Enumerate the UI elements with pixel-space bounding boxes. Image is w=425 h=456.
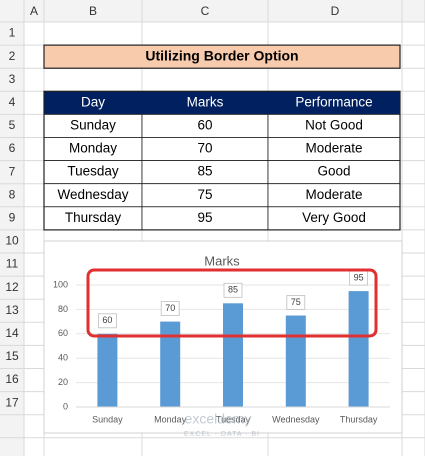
data-label: 60 bbox=[102, 315, 112, 325]
bar bbox=[285, 315, 306, 407]
x-tick-label: Thursday bbox=[340, 414, 378, 424]
y-tick-label: 20 bbox=[58, 377, 68, 387]
table-cell-text: 95 bbox=[197, 210, 212, 225]
row-number: 2 bbox=[9, 49, 16, 63]
column-header: D bbox=[331, 4, 340, 18]
table-cell-text: Tuesday bbox=[67, 164, 119, 179]
data-label: 70 bbox=[165, 303, 175, 313]
table-cell-text: Very Good bbox=[302, 210, 366, 225]
data-label-box bbox=[160, 301, 180, 317]
data-label: 85 bbox=[228, 285, 238, 295]
watermark-tagline: EXCEL · DATA · BI bbox=[184, 431, 260, 438]
table-cell-text: 70 bbox=[197, 141, 212, 156]
row-number: 12 bbox=[5, 280, 19, 294]
x-tick-label: Sunday bbox=[92, 414, 123, 424]
column-header-bar bbox=[0, 0, 425, 22]
bar bbox=[97, 333, 118, 407]
bar bbox=[223, 303, 243, 407]
x-tick-label: Monday bbox=[154, 414, 187, 424]
table-header-bg bbox=[44, 91, 400, 115]
bar bbox=[348, 291, 369, 407]
table-cell-text: 85 bbox=[197, 164, 212, 179]
row-number: 15 bbox=[5, 349, 19, 363]
row-number: 8 bbox=[9, 187, 16, 201]
row-number: 1 bbox=[9, 26, 16, 40]
column-header: C bbox=[201, 4, 210, 18]
data-label-box bbox=[286, 295, 306, 310]
table-cell-text: 75 bbox=[197, 187, 212, 202]
table-cell-text: Thursday bbox=[65, 210, 122, 225]
row-number: 5 bbox=[9, 118, 16, 132]
table-cell-text: Sunday bbox=[70, 118, 116, 133]
column-header: B bbox=[89, 4, 97, 18]
sheet-title: Utilizing Border Option bbox=[145, 47, 298, 63]
table-header-cell: Day bbox=[81, 94, 105, 109]
table-header-cell: Performance bbox=[295, 94, 372, 109]
row-number: 14 bbox=[5, 326, 19, 340]
y-tick-label: 60 bbox=[58, 328, 68, 338]
data-label: 95 bbox=[354, 272, 364, 282]
row-number: 16 bbox=[5, 372, 19, 386]
row-header-bar bbox=[0, 0, 24, 456]
row-number: 10 bbox=[5, 234, 19, 248]
y-tick-label: 0 bbox=[63, 401, 68, 411]
data-label: 75 bbox=[291, 297, 301, 307]
table-border bbox=[43, 90, 401, 231]
y-tick-label: 80 bbox=[58, 304, 68, 314]
chart-title: Marks bbox=[204, 253, 240, 268]
highlight-border bbox=[86, 268, 378, 338]
row-number: 9 bbox=[9, 211, 16, 225]
data-label-box bbox=[223, 282, 243, 298]
table-cell-text: Not Good bbox=[305, 118, 363, 133]
y-tick-label: 40 bbox=[58, 353, 68, 363]
column-header: A bbox=[30, 4, 38, 18]
table-cell-text: Good bbox=[317, 164, 350, 179]
row-number: 11 bbox=[6, 257, 19, 271]
title-band bbox=[43, 44, 401, 69]
x-tick-label: Wednesday bbox=[272, 414, 320, 424]
table-cell-text: Moderate bbox=[305, 187, 362, 202]
table-header-cell: Marks bbox=[187, 94, 224, 109]
watermark-name: exceldemy bbox=[185, 411, 252, 427]
table-cell-text: 60 bbox=[197, 118, 212, 133]
row-number: 6 bbox=[9, 141, 16, 155]
row-number: 13 bbox=[5, 303, 19, 317]
table-cell-text: Monday bbox=[69, 141, 117, 156]
row-number: 7 bbox=[9, 164, 16, 178]
table-cell-text: Moderate bbox=[305, 141, 362, 156]
bar bbox=[160, 321, 181, 407]
row-number: 4 bbox=[9, 95, 16, 109]
y-tick-label: 100 bbox=[53, 279, 68, 289]
table-cell-text: Wednesday bbox=[57, 187, 128, 202]
row-number: 3 bbox=[9, 72, 16, 86]
row-number: 17 bbox=[5, 395, 19, 409]
x-tick-label: Tuesday bbox=[216, 414, 251, 424]
data-label-box bbox=[98, 313, 117, 329]
